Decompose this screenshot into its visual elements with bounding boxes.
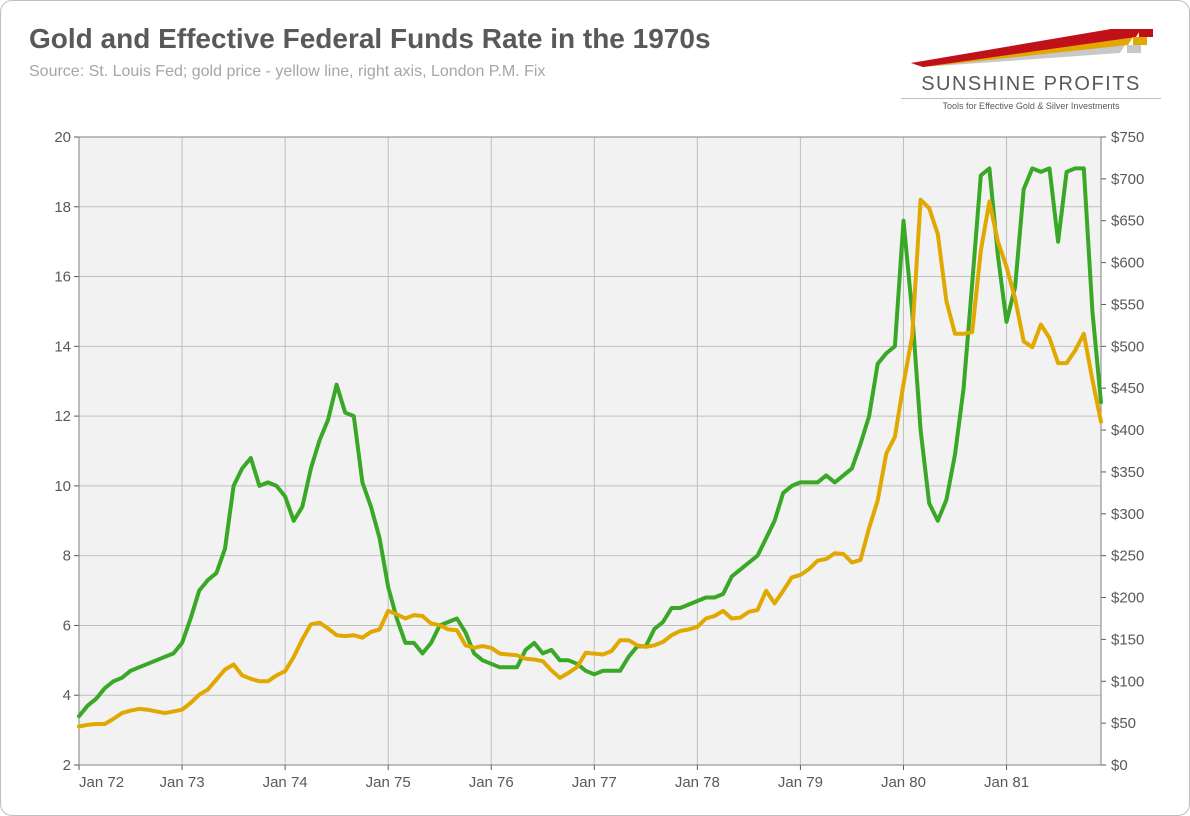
brand-logo: SUNSHINE PROFITS Tools for Effective Gol… [901,23,1161,111]
svg-text:2: 2 [63,757,71,774]
svg-text:$550: $550 [1111,296,1144,313]
svg-text:6: 6 [63,617,71,634]
svg-text:Jan 74: Jan 74 [263,774,308,791]
svg-text:$750: $750 [1111,131,1144,146]
svg-text:$200: $200 [1111,590,1144,607]
svg-text:$0: $0 [1111,757,1128,774]
svg-text:Jan 80: Jan 80 [881,774,926,791]
svg-text:$600: $600 [1111,255,1144,272]
svg-text:$350: $350 [1111,464,1144,481]
svg-text:$700: $700 [1111,171,1144,188]
logo-swoosh-icon [901,23,1161,71]
svg-text:Jan 79: Jan 79 [778,774,823,791]
svg-text:Jan 72: Jan 72 [79,774,124,791]
chart-subtitle: Source: St. Louis Fed; gold price - yell… [29,63,901,81]
logo-name: SUNSHINE PROFITS [901,73,1161,96]
svg-text:10: 10 [54,478,71,495]
svg-text:$100: $100 [1111,673,1144,690]
header: Gold and Effective Federal Funds Rate in… [29,23,1161,111]
svg-text:12: 12 [54,408,71,425]
svg-text:Jan 75: Jan 75 [366,774,411,791]
svg-text:20: 20 [54,131,71,146]
logo-tagline: Tools for Effective Gold & Silver Invest… [901,98,1161,111]
svg-text:16: 16 [54,269,71,286]
svg-text:$450: $450 [1111,380,1144,397]
dual-axis-line-chart: 2 4 6 8 10 12 14 16 18 20 $0 $50 $100 $150 $200 $250 $30… [29,131,1161,795]
chart-area: 2 4 6 8 10 12 14 16 18 20 $0 $50 $100 $150 $200 $250 $30… [29,131,1161,795]
svg-text:Jan 76: Jan 76 [469,774,514,791]
svg-text:14: 14 [54,338,71,355]
svg-text:8: 8 [63,548,71,565]
svg-text:4: 4 [63,687,71,704]
svg-text:$400: $400 [1111,422,1144,439]
svg-text:$300: $300 [1111,506,1144,523]
svg-text:Jan 81: Jan 81 [984,774,1029,791]
svg-text:18: 18 [54,199,71,216]
svg-text:$250: $250 [1111,548,1144,565]
svg-text:Jan 73: Jan 73 [160,774,205,791]
chart-card: Gold and Effective Federal Funds Rate in… [0,0,1190,816]
svg-text:Jan 77: Jan 77 [572,774,617,791]
svg-text:$150: $150 [1111,631,1144,648]
svg-text:$50: $50 [1111,715,1136,732]
chart-title: Gold and Effective Federal Funds Rate in… [29,23,901,55]
svg-text:Jan 78: Jan 78 [675,774,720,791]
title-block: Gold and Effective Federal Funds Rate in… [29,23,901,81]
svg-text:$500: $500 [1111,338,1144,355]
svg-text:$650: $650 [1111,213,1144,230]
